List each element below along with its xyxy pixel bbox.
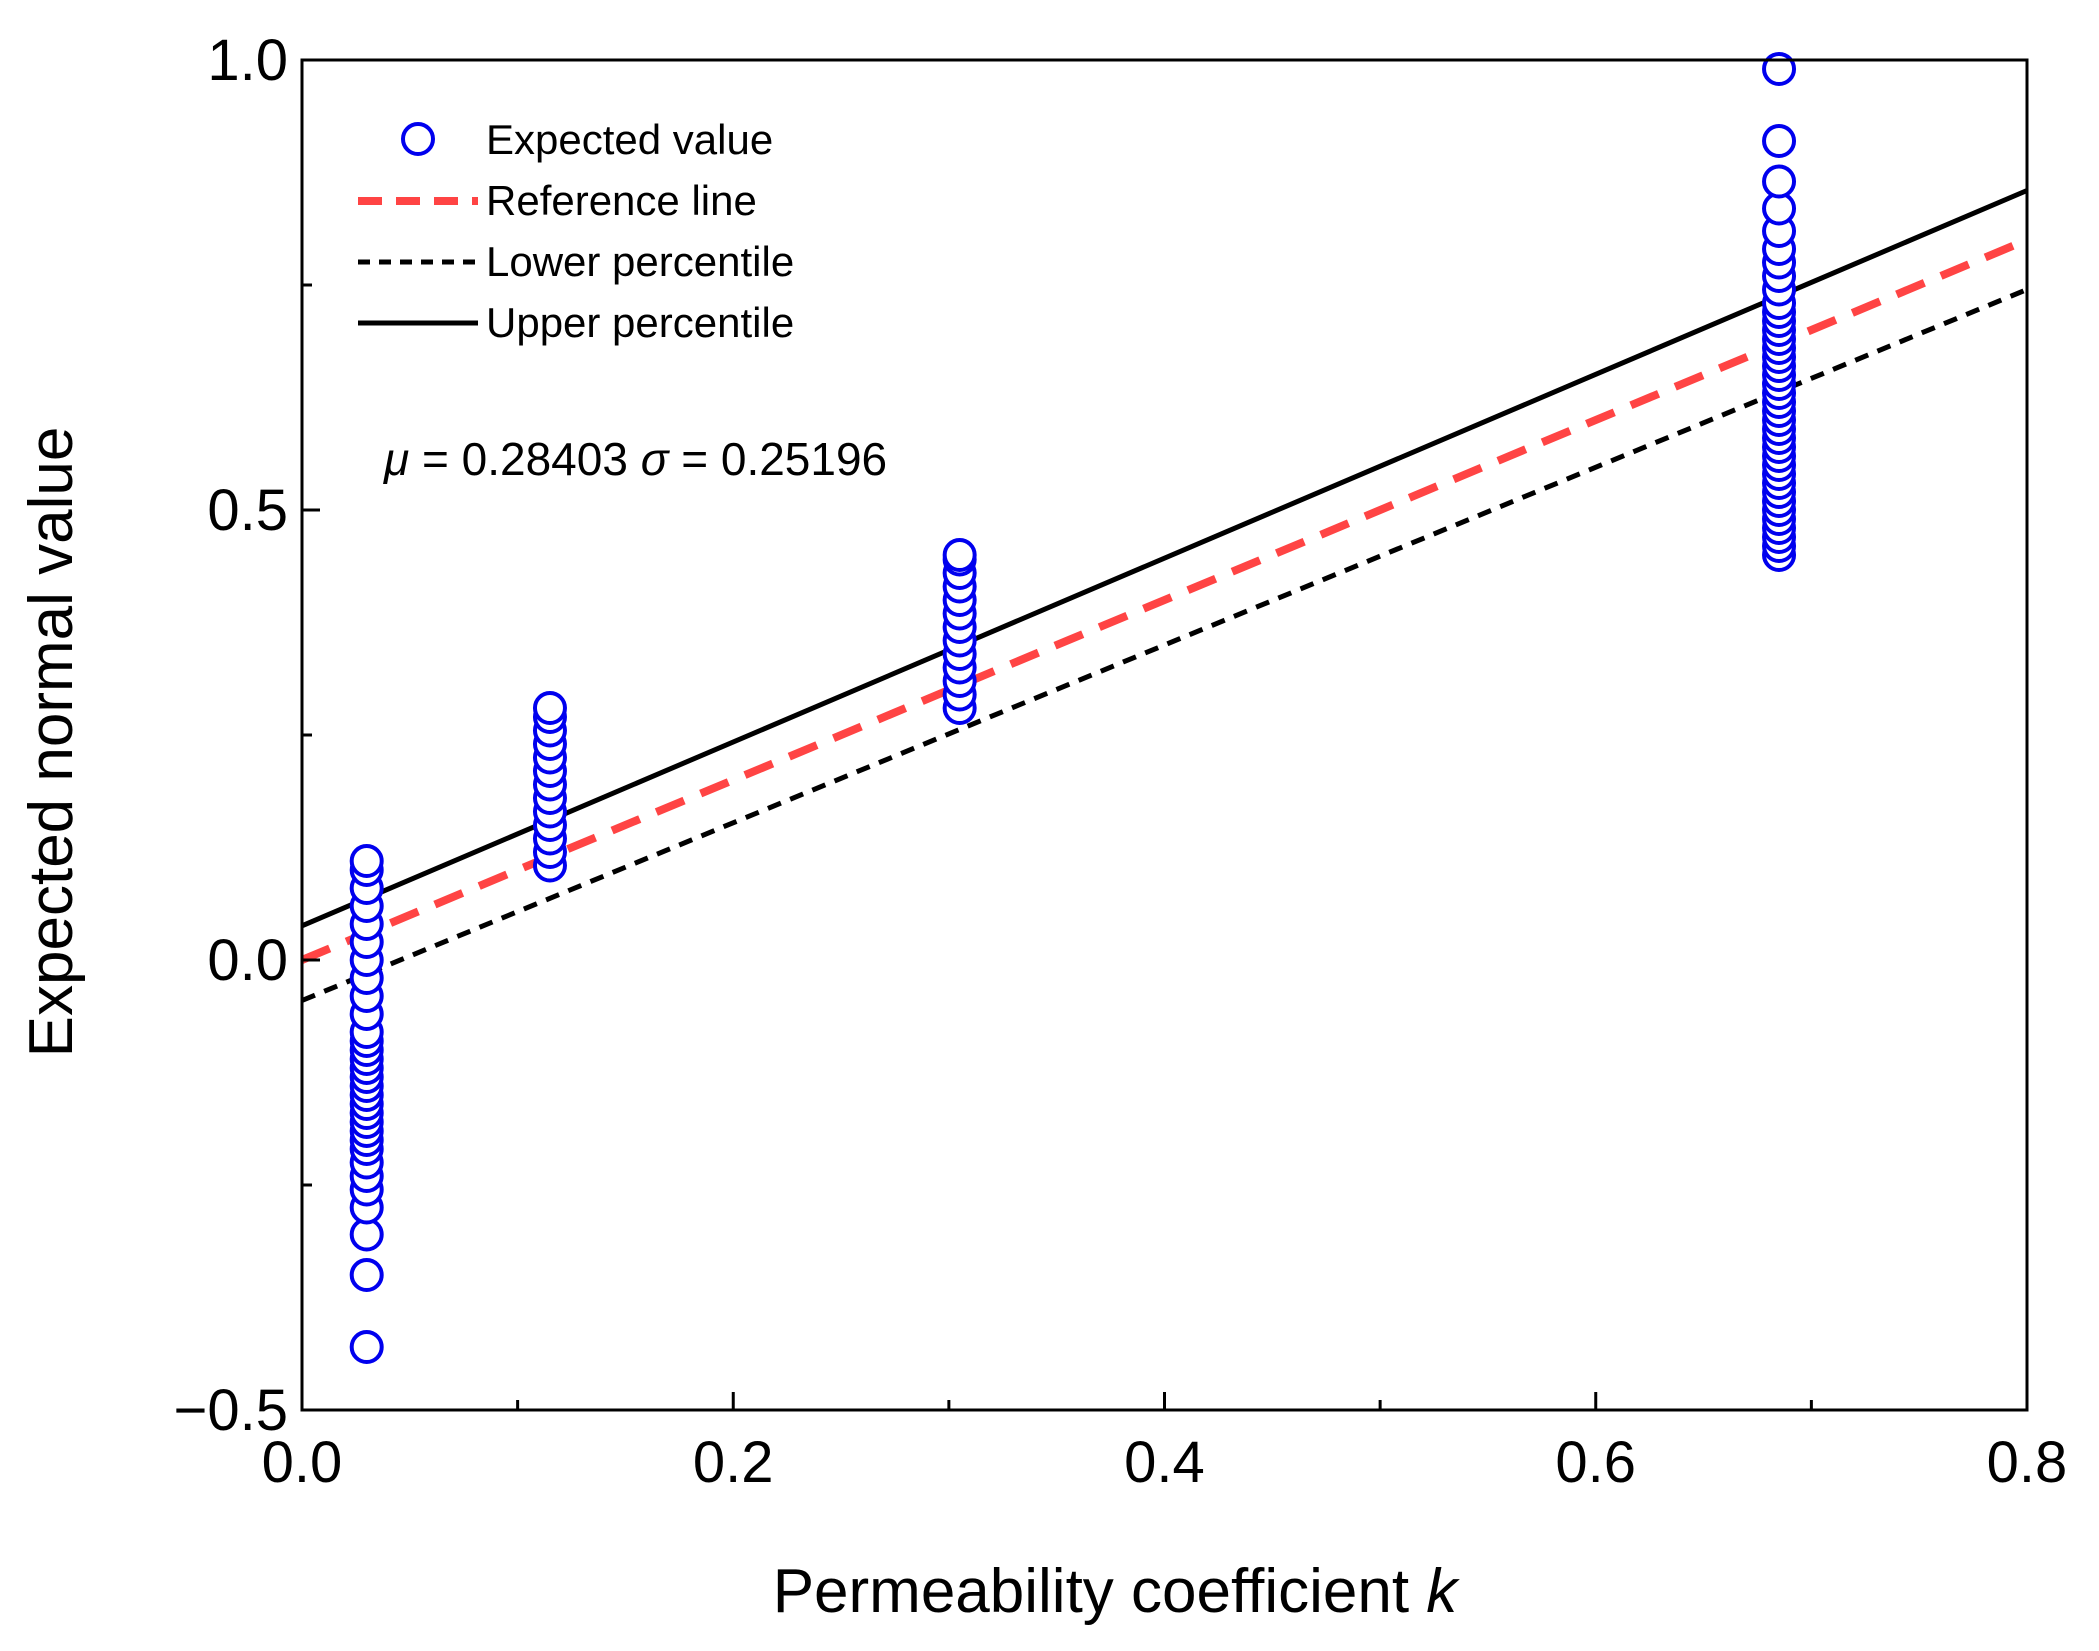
x-tick-label: 0.4 — [1124, 1430, 1205, 1495]
sigma-symbol: σ — [641, 433, 671, 485]
legend: Expected value Reference line Lower perc… — [358, 116, 794, 346]
x-tick-label: 0.6 — [1555, 1430, 1636, 1495]
x-tick-label: 0.8 — [1987, 1430, 2068, 1495]
y-tick-label: 0.0 — [207, 928, 288, 993]
data-point — [532, 691, 567, 725]
data-point — [1762, 164, 1797, 199]
stats-annotation: μ = 0.28403 σ = 0.25196 — [383, 433, 887, 485]
plot-points — [349, 52, 1797, 1364]
data-point — [349, 844, 384, 878]
y-tick-label: 1.0 — [207, 28, 288, 93]
legend-label-upper-percentile: Upper percentile — [486, 299, 794, 346]
legend-label-reference-line: Reference line — [486, 177, 757, 224]
data-point — [349, 1258, 384, 1292]
x-axis-title-variable: k — [1426, 1557, 1460, 1626]
x-axis-title-text: Permeability coefficient — [773, 1557, 1427, 1626]
plot-lines — [300, 188, 2029, 1003]
data-point — [349, 1330, 384, 1364]
x-tick-label: 0.2 — [693, 1430, 774, 1495]
x-tick-label: 0.0 — [262, 1430, 343, 1495]
data-point — [942, 538, 977, 572]
mu-symbol: μ — [383, 433, 409, 485]
legend-label-lower-percentile: Lower percentile — [486, 238, 794, 285]
series-line-reference-line — [300, 236, 2029, 964]
tick-labels: 0.0 0.2 0.4 0.6 0.8−0.50.00.51.0 — [174, 28, 2068, 1495]
y-axis-title: Expected normal value — [17, 427, 86, 1058]
y-tick-label: −0.5 — [174, 1378, 289, 1443]
data-point — [1762, 124, 1797, 158]
series-line-upper-percentile — [301, 188, 2028, 929]
legend-label-expected-value: Expected value — [486, 116, 773, 163]
mu-value: = 0.28403 — [409, 433, 640, 485]
x-axis-title: Permeability coefficient k — [773, 1557, 1461, 1626]
sigma-value: = 0.25196 — [668, 433, 887, 485]
axis-ticks — [300, 58, 2029, 1412]
y-tick-label: 0.5 — [207, 478, 288, 543]
legend-marker-expected-value — [401, 122, 435, 156]
